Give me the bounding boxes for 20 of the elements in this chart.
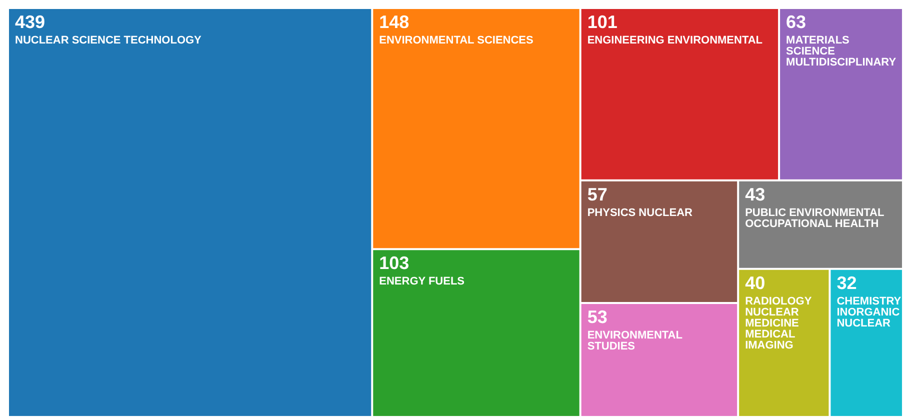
data-label: 148 [379, 12, 410, 32]
data-label: 101 [587, 12, 618, 32]
category-label: ENERGY FUELS [379, 276, 465, 288]
data-label: 439 [15, 12, 46, 32]
category-label: PHYSICS NUCLEAR [587, 206, 693, 219]
category-label: NUCLEAR SCIENCE TECHNOLOGY [15, 34, 202, 47]
data-label: 43 [745, 184, 766, 204]
category-label: PUBLIC ENVIRONMENTAL OCCUPATIONAL HEALTH [745, 206, 884, 230]
data-label: 103 [379, 253, 410, 274]
data-label: 32 [836, 272, 857, 293]
category-label: ENGINEERING ENVIRONMENTAL [587, 34, 763, 47]
category-label: ENVIRONMENTAL SCIENCES [379, 34, 534, 47]
data-label: 63 [786, 12, 806, 32]
category-label: ENVIRONMENTAL STUDIES [587, 330, 683, 353]
data-label: 40 [745, 272, 766, 293]
category-label: RADIOLOGY NUCLEAR MEDICINE MEDICAL IMAGING [745, 295, 812, 352]
data-label: 53 [587, 306, 608, 327]
data-label: 57 [587, 184, 608, 204]
category-label: MATERIALS SCIENCE MULTIDISCIPLINARY [786, 34, 897, 69]
category-label: CHEMISTRY INORGANIC NUCLEAR [836, 295, 902, 330]
